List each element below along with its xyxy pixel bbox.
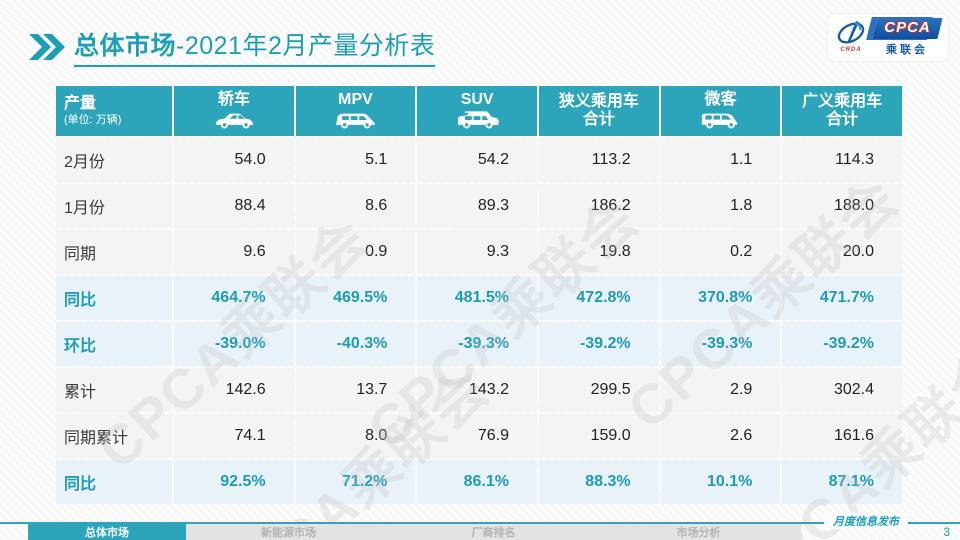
suv-icon <box>454 111 500 131</box>
row-label: 同期累计 <box>56 414 172 458</box>
column-label: 狭义乘用车 <box>558 92 639 110</box>
table-cell: -39.2% <box>538 322 659 366</box>
table-cell: 161.6 <box>782 414 902 458</box>
sedan-icon <box>211 111 257 131</box>
page-title-section: 总体市场 <box>74 32 177 60</box>
table-cell: 92.5% <box>174 460 294 504</box>
table-cell: 19.8 <box>538 230 659 274</box>
row-label: 1月份 <box>56 184 172 228</box>
table-cell: 88.3% <box>538 460 659 504</box>
column-label: 广义乘用车 <box>802 92 883 110</box>
page-title: 总体市场-2021年2月产量分析表 <box>74 26 436 67</box>
van-icon <box>697 111 743 131</box>
table-cell: 114.3 <box>782 138 902 182</box>
table-measure-label: 产量 <box>64 94 97 112</box>
table-cell: 188.0 <box>782 184 902 228</box>
table-cell: 113.2 <box>538 138 659 182</box>
table-cell: 76.9 <box>417 414 537 458</box>
table-cell: 186.2 <box>538 184 659 228</box>
table-cell: 86.1% <box>417 460 537 504</box>
table-cell: 2.6 <box>660 414 781 458</box>
row-label: 同比 <box>56 460 172 504</box>
column-header-total-3: 狭义乘用车 合计 <box>538 86 659 136</box>
table-cell: 74.1 <box>174 414 294 458</box>
table-cell: 54.2 <box>417 138 537 182</box>
column-header-total-5: 广义乘用车 合计 <box>782 86 902 136</box>
row-label: 环比 <box>56 322 172 366</box>
footer-tab-0[interactable]: 总体市场 <box>28 524 186 540</box>
table-cell: 370.8% <box>660 276 781 320</box>
table-cell: 5.1 <box>295 138 416 182</box>
table-cell: 8.6 <box>295 184 416 228</box>
column-label: SUV <box>460 91 494 109</box>
page-title-rest: -2021年2月产量分析表 <box>176 32 436 60</box>
row-label: 2月份 <box>56 138 172 182</box>
cpca-band: CPCA <box>872 18 942 39</box>
table-cell: 159.0 <box>538 414 659 458</box>
table-cell: -39.3% <box>417 322 537 366</box>
table-cell: 143.2 <box>417 368 537 412</box>
footer-tab-3[interactable]: 市场分析 <box>596 524 801 540</box>
table-cell: 1.8 <box>660 184 781 228</box>
table-cell: 1.1 <box>660 138 781 182</box>
table-cell: -39.0% <box>174 322 294 366</box>
table-cell: 89.3 <box>417 184 537 228</box>
column-header-sedan: 轿车 <box>174 86 294 136</box>
footer-tab-1[interactable]: 新能源市场 <box>186 524 391 540</box>
column-label-line2: 合计 <box>826 111 859 128</box>
table-cell: 464.7% <box>174 276 294 320</box>
slide-header: 总体市场-2021年2月产量分析表 <box>28 26 436 67</box>
table-cell: -40.3% <box>295 322 416 366</box>
crda-label: CRDA <box>840 46 862 53</box>
table-cell: 20.0 <box>782 230 902 274</box>
row-label: 同比 <box>56 276 172 320</box>
table-cell: 10.1% <box>660 460 781 504</box>
row-label: 累计 <box>56 368 172 412</box>
table-cell: 299.5 <box>538 368 659 412</box>
column-label: 微客 <box>704 91 737 109</box>
table-cell: 87.1% <box>782 460 902 504</box>
column-label: 轿车 <box>217 91 250 109</box>
column-label: MPV <box>338 91 373 109</box>
table-corner-header: 产量 (单位: 万辆) <box>56 86 172 136</box>
table-cell: 0.9 <box>295 230 416 274</box>
table-cell: 302.4 <box>782 368 902 412</box>
mpv-icon <box>332 111 378 131</box>
row-label: 同期 <box>56 230 172 274</box>
column-label-line2: 合计 <box>582 111 615 128</box>
footer-tab-2[interactable]: 厂商排名 <box>391 524 596 540</box>
table-cell: -39.2% <box>782 322 902 366</box>
table-cell: 54.0 <box>174 138 294 182</box>
double-chevron-icon <box>28 33 66 60</box>
page-number: 3 <box>943 525 950 539</box>
table-cell: 0.2 <box>660 230 781 274</box>
table-cell: 472.8% <box>538 276 659 320</box>
table-unit-label: (单位: 万辆) <box>64 114 122 127</box>
table-cell: 469.5% <box>295 276 416 320</box>
cpca-logo: CRDA CPCA 乘联会 <box>828 14 948 61</box>
table-cell: -39.3% <box>660 322 781 366</box>
cpca-acronym: CPCA <box>883 19 931 36</box>
production-table: 产量 (单位: 万辆) 轿车 MPV SUV 狭义乘用车 合计 微客 广义乘用车 合计 2月份 5… <box>56 86 902 504</box>
footer-tab-bar: 总体市场 新能源市场 厂商排名 市场分析 <box>28 524 801 540</box>
cpca-chinese-label: 乘联会 <box>886 44 928 56</box>
column-header-suv: SUV <box>417 86 537 136</box>
cpca-logo-text: CPCA 乘联会 <box>872 18 942 57</box>
table-cell: 142.6 <box>174 368 294 412</box>
table-cell: 9.3 <box>417 230 537 274</box>
table-cell: 13.7 <box>295 368 416 412</box>
release-label: 月度信息发布 <box>824 513 908 529</box>
table-cell: 471.7% <box>782 276 902 320</box>
crda-emblem-icon: CRDA <box>834 19 868 57</box>
table-cell: 71.2% <box>295 460 416 504</box>
table-cell: 9.6 <box>174 230 294 274</box>
column-header-mpv: MPV <box>295 86 416 136</box>
table-cell: 481.5% <box>417 276 537 320</box>
table-cell: 8.0 <box>295 414 416 458</box>
column-header-van: 微客 <box>660 86 781 136</box>
table-cell: 2.9 <box>660 368 781 412</box>
table-cell: 88.4 <box>174 184 294 228</box>
footer-divider-line <box>0 522 960 524</box>
